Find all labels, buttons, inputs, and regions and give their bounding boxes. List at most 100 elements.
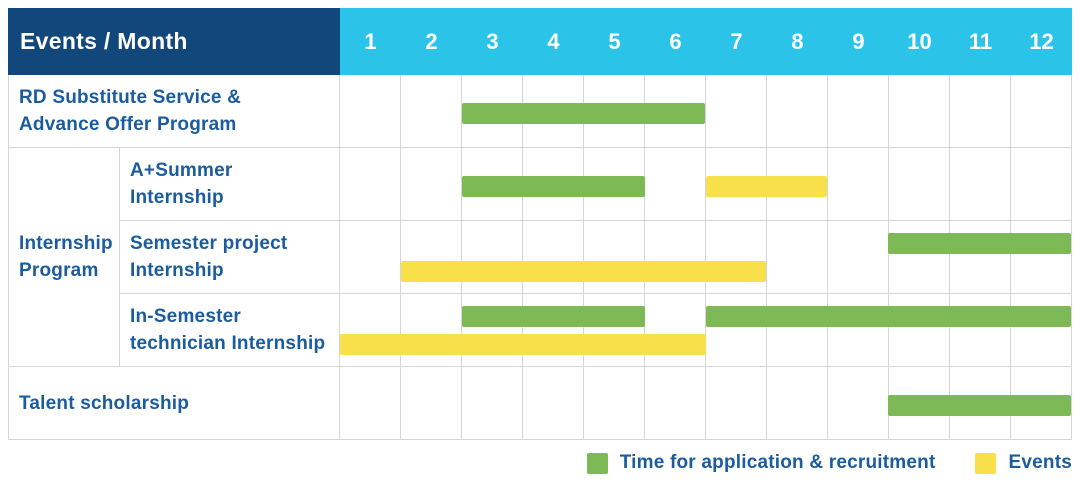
grid-cell-month-1 (340, 221, 401, 293)
month-header-6: 6 (669, 28, 682, 54)
grid-cell-month-6 (645, 148, 706, 220)
event-label: Talent scholarship (9, 367, 340, 439)
month-header-4: 4 (547, 28, 560, 54)
month-header-2: 2 (425, 28, 438, 54)
month-grid (340, 221, 1071, 293)
month-header-7: 7 (730, 28, 743, 54)
event-label: A+Summer Internship (120, 148, 340, 220)
grid-cell-month-4 (523, 294, 584, 366)
recruitment-bar-m3-m5 (461, 306, 645, 327)
grid-cell-month-8 (767, 294, 828, 366)
grid-cell-month-9 (828, 221, 889, 293)
grid-cell-month-7 (706, 367, 767, 439)
events-bar-m1-m6 (340, 334, 706, 355)
grid-cell-month-11 (950, 294, 1011, 366)
event-row: A+Summer Internship (120, 148, 1071, 221)
month-header-9: 9 (852, 28, 865, 54)
month-header-5: 5 (608, 28, 621, 54)
recruitment-bar-m3-m5 (461, 176, 645, 197)
event-row: Talent scholarship (9, 367, 1071, 440)
events-bar-m7-m8 (705, 176, 828, 197)
grid-cell-month-11 (950, 148, 1011, 220)
grid-cell-month-7 (706, 75, 767, 147)
grid-cell-month-6 (645, 221, 706, 293)
grid-cell-month-12 (1011, 148, 1071, 220)
event-label: RD Substitute Service & Advance Offer Pro… (9, 75, 340, 147)
grid-cell-month-3 (462, 367, 523, 439)
grid-cell-month-9 (828, 75, 889, 147)
grid-cell-month-1 (340, 148, 401, 220)
grid-cell-month-2 (401, 75, 462, 147)
grid-cell-month-2 (401, 148, 462, 220)
grid-cell-month-4 (523, 221, 584, 293)
grid-cell-month-12 (1011, 294, 1071, 366)
event-label: In-Semester technician Internship (120, 294, 340, 366)
gantt-table: Events / Month 1 2 3 4 5 6 7 8 9 10 11 12 RD Substi… (8, 8, 1072, 440)
grid-cell-month-9 (828, 294, 889, 366)
grid-cell-month-10 (889, 148, 950, 220)
grid-cell-month-3 (462, 294, 523, 366)
gantt-body: RD Substitute Service & Advance Offer Pro… (8, 75, 1072, 440)
recruitment-bar-m10-m12 (888, 395, 1071, 416)
legend: Time for application & recruitment Event… (586, 452, 1072, 474)
grid-cell-month-7 (706, 221, 767, 293)
grid-cell-month-6 (645, 367, 706, 439)
grid-cell-month-10 (889, 75, 950, 147)
legend-label-events: Events (1008, 452, 1072, 473)
grid-cell-month-4 (523, 367, 584, 439)
grid-cell-month-8 (767, 367, 828, 439)
grid-cell-month-2 (401, 221, 462, 293)
month-grid (340, 148, 1071, 220)
events-swatch-icon (975, 452, 997, 474)
month-grid (340, 75, 1071, 147)
grid-cell-month-12 (1011, 75, 1071, 147)
grid-cell-month-9 (828, 367, 889, 439)
grid-cell-month-8 (767, 148, 828, 220)
recruitment-bar-m7-m12 (705, 306, 1071, 327)
month-grid (340, 294, 1071, 366)
grid-cell-month-6 (645, 294, 706, 366)
grid-cell-month-5 (584, 294, 645, 366)
grid-cell-month-12 (1011, 221, 1071, 293)
grid-cell-month-11 (950, 221, 1011, 293)
events-bar-m2-m7 (400, 261, 767, 282)
grid-cell-month-11 (950, 75, 1011, 147)
grid-cell-month-8 (767, 75, 828, 147)
group-rows: A+Summer Internship Semester project Intern… (120, 148, 1071, 367)
event-row: Semester project Internship (120, 221, 1071, 294)
month-header-10: 10 (907, 28, 932, 54)
recruitment-bar-m10-m12 (888, 233, 1071, 254)
event-label: Semester project Internship (120, 221, 340, 293)
recruitment-swatch-icon (586, 452, 608, 474)
month-header-12: 12 (1029, 28, 1054, 54)
month-header-8: 8 (791, 28, 804, 54)
legend-label-recruitment: Time for application & recruitment (619, 452, 936, 473)
grid-cell-month-7 (706, 294, 767, 366)
group-label: Internship Program (9, 148, 120, 367)
month-header-11: 11 (968, 28, 993, 54)
month-header-3: 3 (486, 28, 499, 54)
grid-cell-month-1 (340, 367, 401, 439)
grid-cell-month-5 (584, 367, 645, 439)
event-row: RD Substitute Service & Advance Offer Pro… (9, 75, 1071, 148)
month-header-1: 1 (364, 28, 377, 54)
grid-cell-month-1 (340, 294, 401, 366)
grid-cell-month-3 (462, 221, 523, 293)
grid-cell-month-6 (645, 75, 706, 147)
recruitment-bar-m3-m6 (461, 103, 706, 124)
event-row: In-Semester technician Internship (120, 294, 1071, 367)
grid-cell-month-1 (340, 75, 401, 147)
grid-cell-month-8 (767, 221, 828, 293)
table-title: Events / Month (8, 8, 340, 75)
legend-item-events: Events (975, 452, 1072, 474)
grid-cell-month-10 (889, 294, 950, 366)
month-header-row: 1 2 3 4 5 6 7 8 9 10 11 12 (340, 8, 1072, 75)
month-grid (340, 367, 1071, 439)
table-header-row: Events / Month 1 2 3 4 5 6 7 8 9 10 11 12 (8, 8, 1072, 75)
grid-cell-month-2 (401, 294, 462, 366)
grid-cell-month-5 (584, 221, 645, 293)
row-group-internship-program: Internship Program A+Summer Internship Semes… (9, 148, 1071, 367)
grid-cell-month-9 (828, 148, 889, 220)
grid-cell-month-2 (401, 367, 462, 439)
legend-item-recruitment: Time for application & recruitment (586, 452, 936, 474)
